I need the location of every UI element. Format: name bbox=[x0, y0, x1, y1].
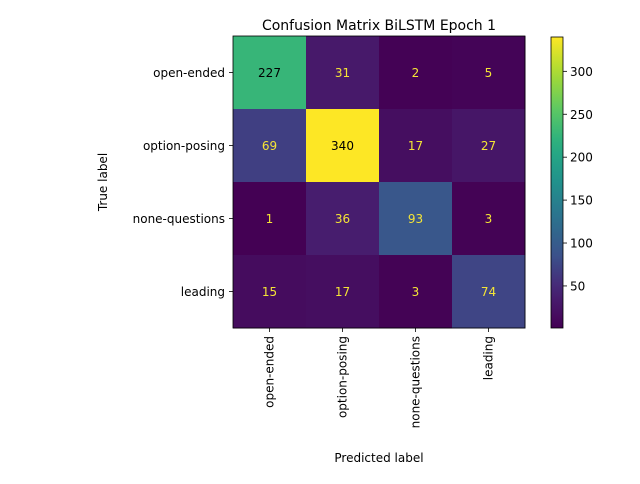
cell-value-label: 5 bbox=[485, 66, 493, 80]
colorbar: 50 100 150 200 250 300 bbox=[550, 36, 593, 329]
x-tick-label: none-questions bbox=[409, 336, 423, 428]
colorbar-tick-label: 300 bbox=[570, 65, 593, 79]
cell-value-label: 1 bbox=[266, 212, 274, 226]
heatmap-cell bbox=[233, 182, 307, 256]
cell-value-label: 31 bbox=[335, 66, 350, 80]
colorbar-tick-label: 100 bbox=[570, 237, 593, 251]
cell-value-label: 17 bbox=[408, 139, 423, 153]
heatmap-cell bbox=[452, 255, 526, 329]
y-axis-ticks: open-ended option-posing none-questions lea… bbox=[133, 66, 233, 299]
y-tick-label: leading bbox=[181, 285, 225, 299]
x-tick-label: leading bbox=[482, 336, 496, 380]
heatmap-cell bbox=[306, 255, 380, 329]
colorbar-tick-label: 200 bbox=[570, 151, 593, 165]
cell-value-label: 93 bbox=[408, 212, 423, 226]
heatmap-cell bbox=[306, 109, 380, 183]
heatmap-cell bbox=[306, 182, 380, 256]
colorbar-tick-label: 50 bbox=[570, 279, 585, 293]
heatmap-cell bbox=[452, 109, 526, 183]
heatmap-cell bbox=[233, 255, 307, 329]
cell-value-label: 36 bbox=[335, 212, 350, 226]
cell-value-label: 3 bbox=[485, 212, 493, 226]
y-axis-label: True label bbox=[96, 153, 110, 212]
cell-value-label: 2 bbox=[412, 66, 420, 80]
heatmap-cell bbox=[306, 36, 380, 110]
plot-frame bbox=[232, 35, 526, 329]
heatmap-cell bbox=[379, 255, 453, 329]
heatmap-cell bbox=[452, 182, 526, 256]
cell-value-label: 340 bbox=[331, 139, 354, 153]
cell-value-label: 3 bbox=[412, 285, 420, 299]
x-tick-label: open-ended bbox=[263, 336, 277, 408]
heatmap-cell bbox=[379, 182, 453, 256]
cell-value-label: 69 bbox=[262, 139, 277, 153]
colorbar-tick-label: 250 bbox=[570, 108, 593, 122]
cell-value-label: 227 bbox=[258, 66, 281, 80]
heatmap-cell bbox=[233, 36, 307, 110]
cell-value-label: 15 bbox=[262, 285, 277, 299]
y-tick-label: option-posing bbox=[143, 139, 225, 153]
heatmap-cell bbox=[452, 36, 526, 110]
cell-value-label: 74 bbox=[481, 285, 496, 299]
heatmap-cell bbox=[379, 36, 453, 110]
colorbar-gradient bbox=[550, 36, 564, 329]
heatmap-cell bbox=[379, 109, 453, 183]
heatmap-cell bbox=[233, 109, 307, 183]
y-tick-label: none-questions bbox=[133, 212, 225, 226]
x-axis-label: Predicted label bbox=[334, 451, 423, 465]
x-tick-label: option-posing bbox=[336, 336, 350, 418]
heatmap-cells: 227 31 2 5 69 340 17 27 1 36 93 3 15 17 3 74 bbox=[233, 36, 526, 329]
chart-title: Confusion Matrix BiLSTM Epoch 1 bbox=[262, 18, 496, 34]
colorbar-tick-label: 150 bbox=[570, 194, 593, 208]
x-axis-ticks: open-ended option-posing none-questions lea… bbox=[263, 328, 496, 428]
cell-value-label: 27 bbox=[481, 139, 496, 153]
cell-value-label: 17 bbox=[335, 285, 350, 299]
y-tick-label: open-ended bbox=[153, 66, 225, 80]
